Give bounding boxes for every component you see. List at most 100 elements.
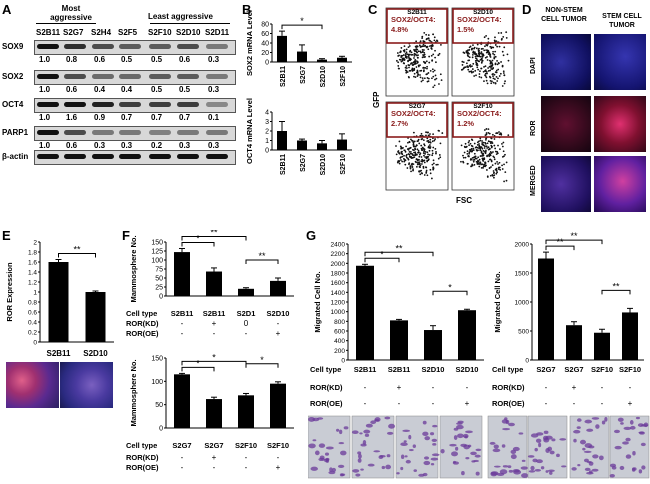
flow-event bbox=[472, 52, 475, 54]
flow-event bbox=[496, 60, 498, 62]
flow-event bbox=[435, 152, 437, 155]
celltype-cell: S2F10 bbox=[235, 441, 257, 450]
y-tick-label: 1000 bbox=[331, 309, 346, 316]
flow-event bbox=[490, 65, 493, 67]
flow-event bbox=[430, 48, 433, 50]
flow-event bbox=[478, 75, 481, 78]
migrated-cell bbox=[396, 472, 400, 475]
flow-event bbox=[469, 158, 472, 161]
flow-event bbox=[497, 166, 500, 169]
celltype-cell: S2G7 bbox=[204, 441, 223, 450]
migrated-cell bbox=[545, 435, 553, 440]
flow-event bbox=[422, 67, 425, 69]
migrated-cell bbox=[385, 464, 392, 470]
migrated-cell bbox=[619, 465, 625, 470]
flow-event bbox=[405, 65, 408, 67]
flow-event bbox=[438, 130, 440, 132]
flow-event bbox=[460, 160, 462, 163]
lane-label: S2G7 bbox=[63, 28, 84, 37]
flow-event bbox=[420, 144, 423, 147]
y-tick-label: 25 bbox=[155, 285, 163, 292]
flow-event bbox=[480, 61, 483, 63]
flow-event bbox=[472, 62, 475, 65]
row-label-oe: ROR(OE) bbox=[126, 329, 159, 338]
blot-band bbox=[92, 102, 114, 107]
migrated-cell bbox=[536, 459, 543, 464]
flow-event bbox=[493, 53, 496, 56]
flow-event bbox=[462, 156, 465, 159]
gate-percent: 1.2% bbox=[457, 119, 474, 128]
flow-event bbox=[429, 138, 432, 141]
flow-event bbox=[428, 153, 431, 156]
flow-event bbox=[496, 132, 499, 135]
flow-event bbox=[504, 171, 507, 174]
flow-event bbox=[425, 33, 428, 36]
flow-event bbox=[484, 152, 487, 155]
flow-event bbox=[493, 39, 496, 42]
flow-event bbox=[413, 140, 416, 143]
flow-event bbox=[429, 133, 431, 135]
flow-event bbox=[416, 48, 419, 51]
flow-event bbox=[478, 143, 480, 145]
flow-event bbox=[467, 66, 470, 68]
flow-event bbox=[395, 153, 398, 156]
migration-image bbox=[609, 415, 650, 479]
flow-event bbox=[425, 171, 428, 173]
flow-event bbox=[501, 142, 503, 145]
gate-label: SOX2/OCT4: bbox=[457, 15, 502, 24]
flow-event bbox=[499, 148, 501, 151]
bar bbox=[538, 258, 554, 360]
flow-event bbox=[409, 166, 412, 169]
blot-band bbox=[64, 130, 86, 135]
flow-event bbox=[418, 165, 421, 168]
flow-event bbox=[437, 54, 440, 56]
migrated-cell bbox=[630, 425, 636, 430]
flow-event bbox=[476, 141, 479, 144]
significance-marker: ** bbox=[210, 230, 218, 237]
flow-event bbox=[473, 47, 475, 50]
flow-event bbox=[467, 141, 470, 144]
flow-event bbox=[487, 53, 490, 56]
flow-event bbox=[395, 59, 398, 62]
flow-event bbox=[484, 56, 487, 59]
flow-event bbox=[490, 159, 493, 162]
flow-event bbox=[471, 149, 474, 152]
flow-event bbox=[424, 152, 426, 155]
flow-event bbox=[433, 39, 436, 42]
blot-quant: 0.5 bbox=[151, 85, 163, 94]
flow-event bbox=[419, 76, 422, 79]
x-tick-label: S2G7 bbox=[300, 66, 307, 84]
flow-event bbox=[414, 59, 417, 61]
flow-event bbox=[429, 168, 432, 171]
flow-event bbox=[432, 146, 435, 149]
migrated-cell bbox=[549, 471, 553, 475]
blot-band bbox=[119, 102, 141, 107]
y-tick-label: 3 bbox=[265, 119, 269, 126]
flow-event bbox=[486, 82, 489, 85]
y-tick-label: 0.4 bbox=[28, 320, 37, 327]
flow-event bbox=[501, 37, 503, 40]
flow-event bbox=[407, 153, 410, 155]
flow-event bbox=[432, 53, 435, 56]
flow-event bbox=[480, 51, 483, 53]
x-category-label: S2D10 bbox=[83, 349, 108, 358]
flow-event bbox=[498, 131, 500, 133]
flow-event bbox=[491, 142, 494, 144]
migrated-cell bbox=[492, 448, 501, 453]
flow-event bbox=[479, 70, 481, 73]
migrated-cell bbox=[507, 465, 512, 469]
flow-event bbox=[495, 172, 498, 175]
row-label-oe: ROR(OE) bbox=[126, 463, 159, 472]
migration-image bbox=[395, 415, 440, 479]
flow-event bbox=[484, 138, 487, 141]
microscopy-row-label: DAPI bbox=[530, 57, 537, 74]
flow-event bbox=[410, 62, 413, 65]
flow-event bbox=[406, 71, 409, 73]
flow-event bbox=[481, 140, 483, 142]
flow-event bbox=[495, 168, 498, 170]
migrated-cell bbox=[388, 423, 396, 429]
migrated-cell bbox=[501, 444, 506, 448]
fsc-axis-label: FSC bbox=[456, 196, 472, 205]
significance-marker: * bbox=[260, 355, 264, 365]
